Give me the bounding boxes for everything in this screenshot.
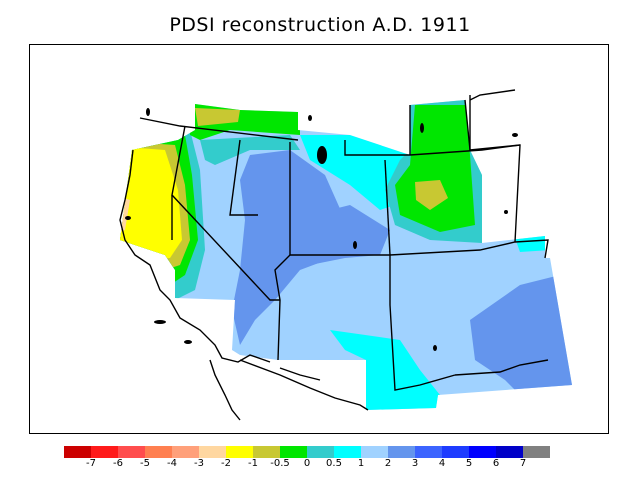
colorbar-cell bbox=[118, 446, 145, 458]
colorbar-cell bbox=[442, 446, 469, 458]
lakes-islands bbox=[125, 108, 518, 351]
colorbar-cell bbox=[388, 446, 415, 458]
coastline bbox=[119, 149, 369, 421]
colorbar-label: 3 bbox=[411, 458, 419, 469]
map-title: PDSI reconstruction A.D. 1911 bbox=[169, 14, 471, 36]
colorbar-label: -3 bbox=[194, 458, 204, 469]
colorbar-cell bbox=[91, 446, 118, 458]
colorbar-label: -6 bbox=[113, 458, 123, 469]
colorbar-label: 2 bbox=[384, 458, 392, 469]
colorbar-label: 0.5 bbox=[326, 458, 342, 469]
colorbar-label: -7 bbox=[86, 458, 96, 469]
colorbar-cell bbox=[496, 446, 523, 458]
colorbar-cell bbox=[307, 446, 334, 458]
state-boundaries bbox=[139, 89, 549, 391]
colorbar-cell bbox=[64, 446, 91, 458]
colorbar-label: -1 bbox=[248, 458, 258, 469]
colorbar-label: -0.5 bbox=[270, 458, 290, 469]
colorbar-label: -4 bbox=[167, 458, 177, 469]
colorbar-cell bbox=[361, 446, 388, 458]
colorbar-cell bbox=[415, 446, 442, 458]
colorbar-label: 0 bbox=[303, 458, 311, 469]
colorbar-label: -2 bbox=[221, 458, 231, 469]
map-frame bbox=[29, 44, 609, 434]
colorbar-cell bbox=[145, 446, 172, 458]
colorbar-label: 5 bbox=[465, 458, 473, 469]
colorbar-cell bbox=[469, 446, 496, 458]
colorbar-label: 1 bbox=[357, 458, 365, 469]
colorbar-label: 6 bbox=[492, 458, 500, 469]
colorbar-label: -5 bbox=[140, 458, 150, 469]
colorbar-cell bbox=[226, 446, 253, 458]
colorbar-cell bbox=[199, 446, 226, 458]
colorbar-label: 4 bbox=[438, 458, 446, 469]
colorbar-cell bbox=[280, 446, 307, 458]
colorbar-cell bbox=[253, 446, 280, 458]
colorbar-label: 7 bbox=[519, 458, 527, 469]
colorbar-cell bbox=[172, 446, 199, 458]
colorbar-cell bbox=[523, 446, 550, 458]
colorbar-cell bbox=[334, 446, 361, 458]
